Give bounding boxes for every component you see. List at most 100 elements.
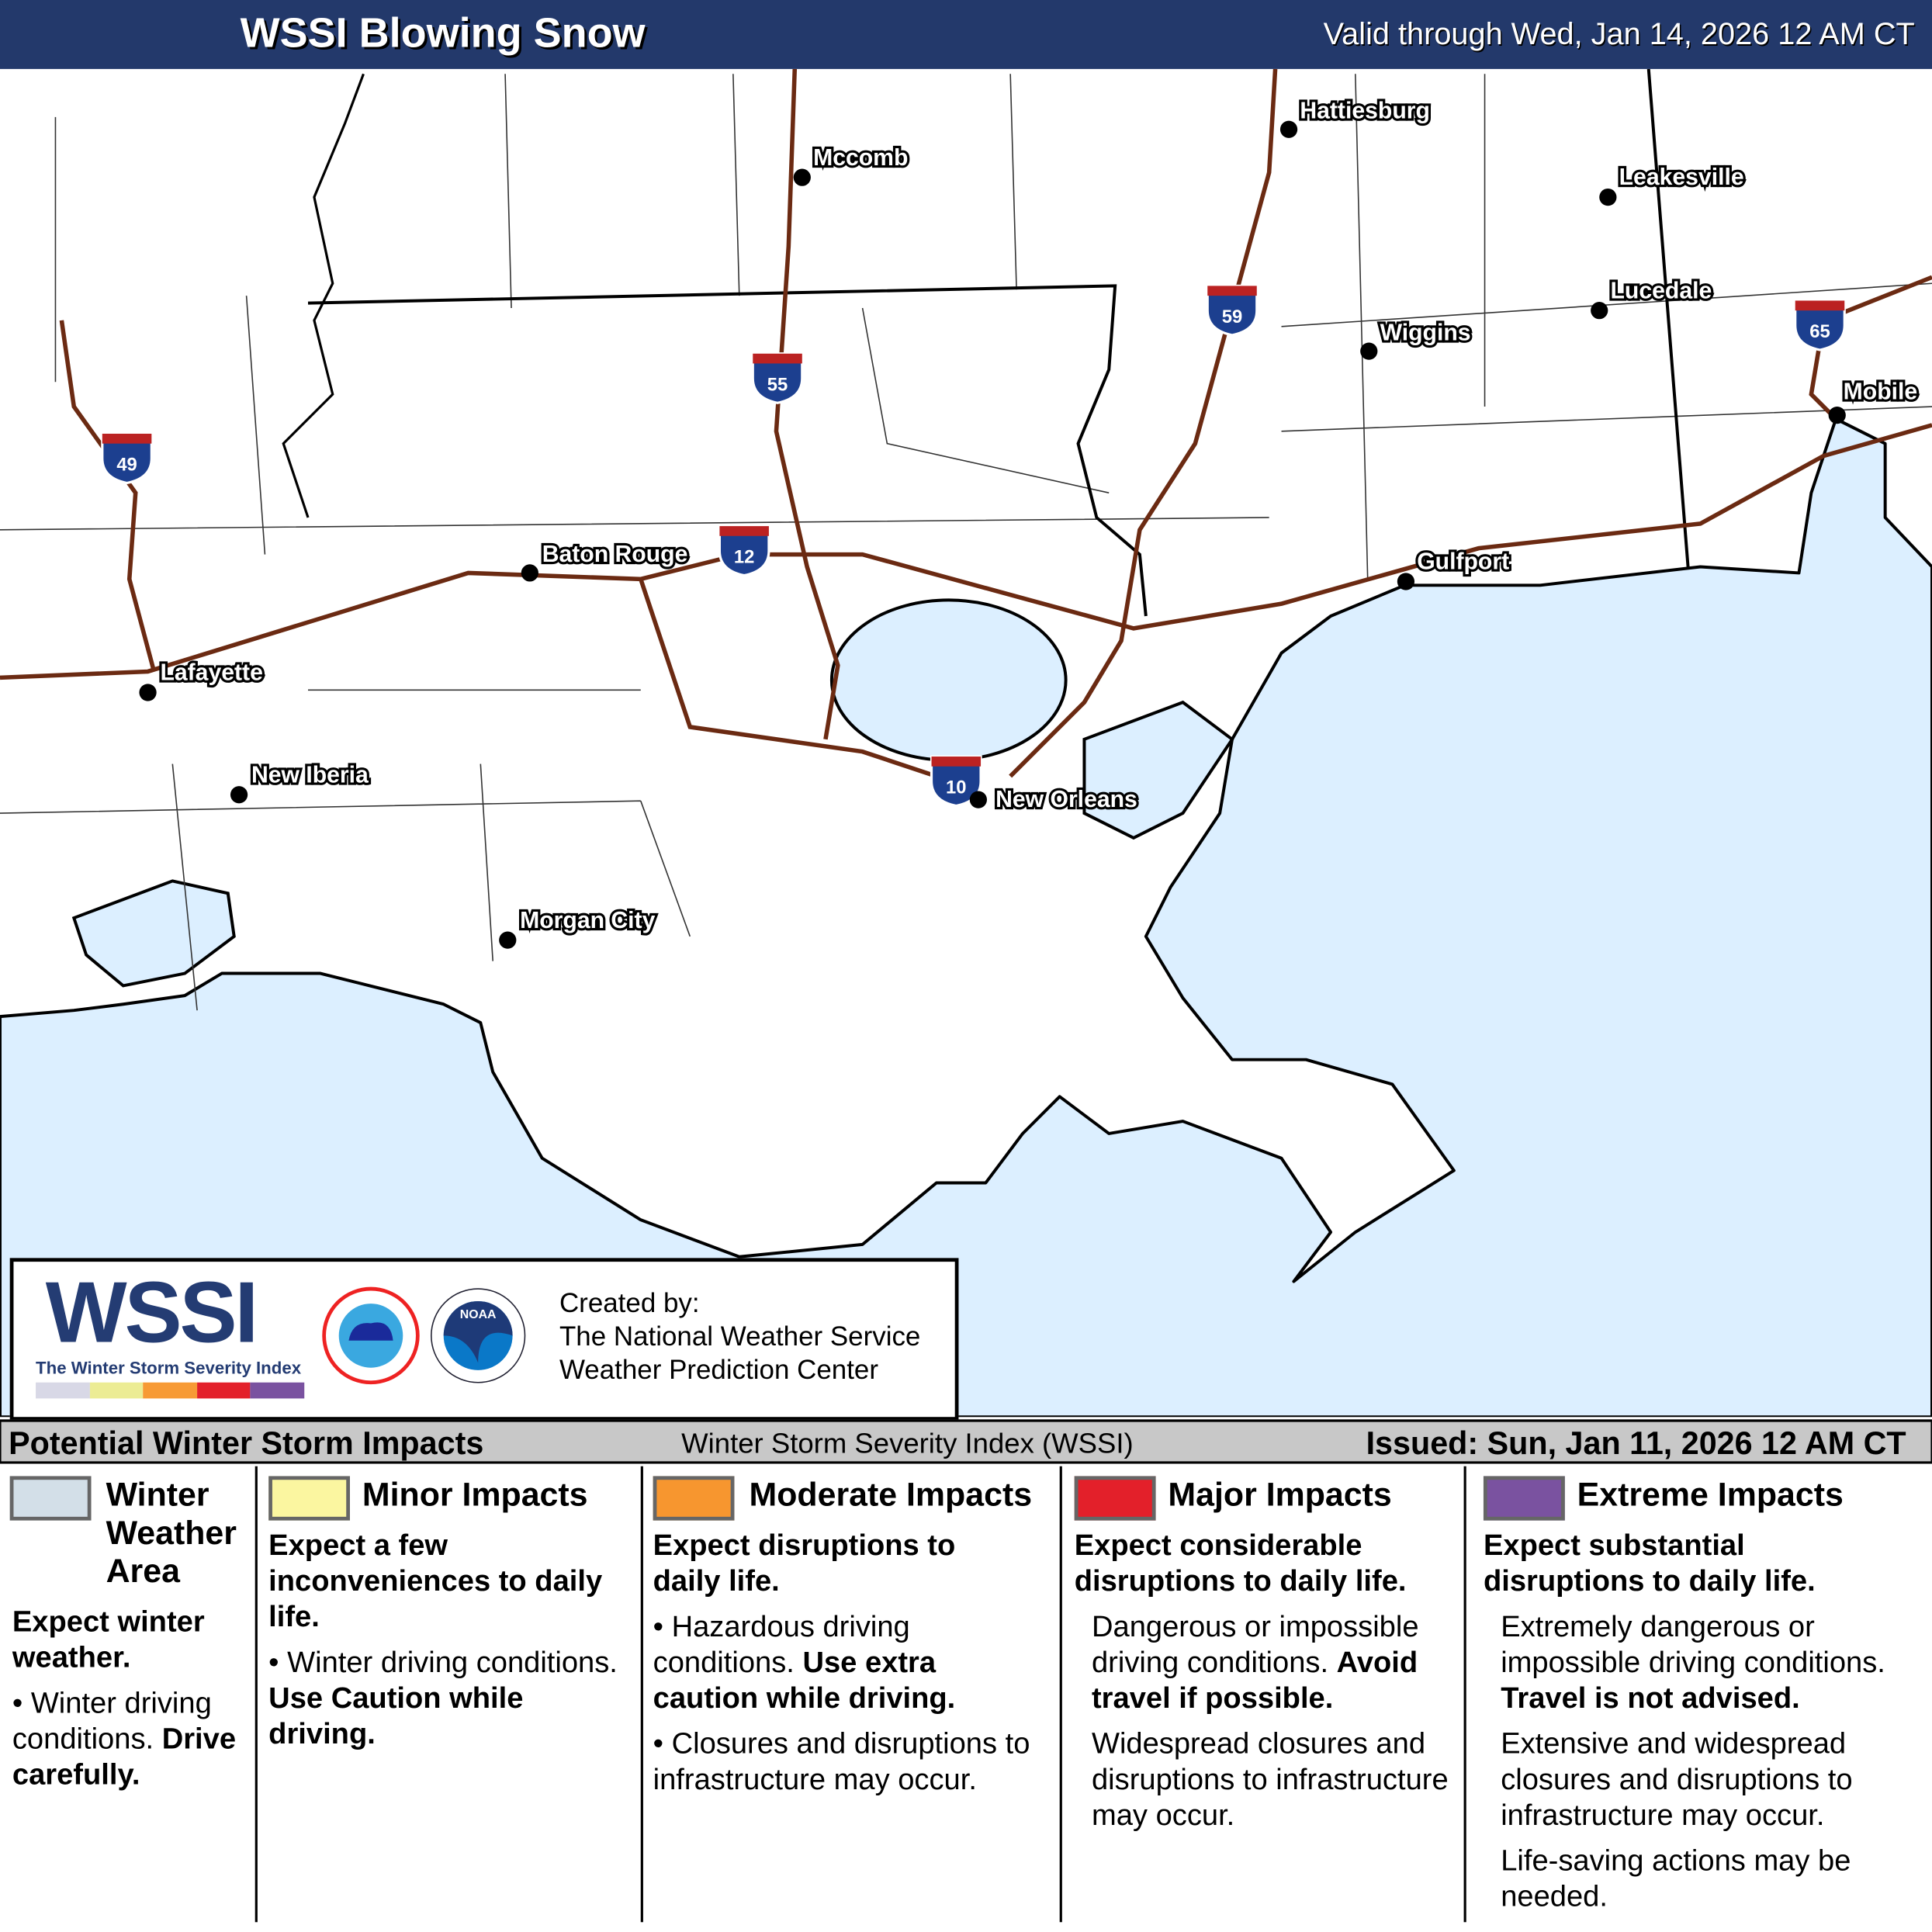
category-bullet: Extensive and widespread closures and di… — [1501, 1727, 1853, 1833]
gulf-water — [0, 417, 1932, 1418]
svg-text:Wiggins: Wiggins — [1380, 320, 1471, 345]
category-bullet: Widespread closures and disruptions to i… — [1091, 1727, 1449, 1833]
svg-text:New Orleans: New Orleans — [995, 787, 1137, 812]
interstate-59-shield: 59 — [1206, 284, 1259, 337]
interstate-49-shield: 49 — [101, 432, 153, 485]
legend-title: Potential Winter Storm Impacts — [9, 1424, 484, 1462]
category-summary: Expect disruptions to daily life. — [653, 1529, 956, 1598]
county-boundaries — [0, 74, 1932, 1011]
svg-text:Gulfport: Gulfport — [1417, 549, 1509, 575]
color-swatch — [653, 1476, 735, 1521]
city-leakesville: Leakesville — [1599, 162, 1747, 206]
interstate-label: 12 — [734, 547, 754, 568]
created-label: Created by: — [559, 1287, 700, 1319]
noaa-logo-icon: NOAA — [431, 1288, 526, 1383]
category-bullet: Closures and disruptions to infrastructu… — [653, 1727, 1030, 1797]
category-bullet: Winter driving conditions. — [12, 1686, 212, 1756]
category-name: Extreme Impacts — [1577, 1476, 1844, 1514]
svg-text:New Iberia: New Iberia — [251, 762, 369, 788]
legend-moderate-impacts: Moderate Impacts Expect disruptions to d… — [653, 1476, 1033, 1797]
category-summary: Expect considerable disruptions to daily… — [1074, 1529, 1407, 1598]
category-bullet: Dangerous or impossible driving conditio… — [1091, 1610, 1419, 1680]
created-by: Created by: The National Weather Service… — [559, 1286, 920, 1387]
created-org-2: Weather Prediction Center — [559, 1354, 879, 1385]
city-lafayette: Lafayette — [139, 657, 265, 701]
issued-time: Issued: Sun, Jan 11, 2026 12 AM CT — [1366, 1424, 1906, 1462]
city-new-iberia: New Iberia — [230, 760, 371, 804]
nws-logo-icon — [322, 1286, 420, 1385]
category-name: Winter Weather Area — [106, 1476, 237, 1590]
color-swatch — [1483, 1476, 1565, 1521]
category-bullet-bold: Use extra caution while driving. — [653, 1646, 956, 1716]
interstate-shields: 49 55 12 59 65 10 — [101, 284, 1846, 808]
divider — [1463, 1466, 1466, 1923]
svg-text:Mobile: Mobile — [1844, 379, 1918, 405]
category-bullet: Winter driving conditions. — [287, 1646, 618, 1680]
color-swatch — [9, 1476, 92, 1521]
city-gulfport: Gulfport — [1397, 546, 1511, 590]
interstate-label: 10 — [946, 777, 966, 798]
svg-text:Hattiesburg: Hattiesburg — [1300, 98, 1430, 123]
legend-winter-weather-area: Winter Weather Area Expect winter weathe… — [9, 1466, 254, 1925]
category-summary: Expect winter weather. — [12, 1605, 205, 1675]
interstate-12-shield: 12 — [718, 525, 770, 577]
city-mobile: Mobile — [1828, 376, 1920, 424]
state-border-ms-al — [1646, 68, 1690, 567]
category-bullet-bold: Travel is not advised. — [1501, 1681, 1800, 1716]
color-swatch — [1074, 1476, 1156, 1521]
city-hattiesburg: Hattiesburg — [1279, 95, 1432, 138]
lake-borgne — [1082, 700, 1234, 840]
interstate-label: 55 — [767, 374, 788, 395]
interstate-65-shield: 65 — [1794, 299, 1846, 351]
valid-time: Valid through Wed, Jan 14, 2026 12 AM CT — [1323, 17, 1915, 52]
category-bullet-bold: Drive carefully. — [12, 1723, 237, 1792]
map: 49 55 12 59 65 10 Hattiesburg Mccomb Lea… — [0, 68, 1932, 1418]
city-wiggins: Wiggins — [1360, 317, 1473, 360]
legend-subtitle: Winter Storm Severity Index (WSSI) — [681, 1426, 1134, 1459]
svg-text:Leakesville: Leakesville — [1619, 164, 1744, 190]
cities: Hattiesburg Mccomb Leakesville Lucedale … — [139, 95, 1920, 949]
legend-major-impacts: Major Impacts Expect considerable disrup… — [1072, 1466, 1462, 1925]
interstate-10-shield: 10 — [930, 755, 982, 808]
legend-extreme-impacts: Extreme Impacts Expect substantial disru… — [1479, 1466, 1930, 1925]
category-summary: Expect a few inconveniences to daily lif… — [268, 1529, 603, 1634]
divider — [254, 1466, 258, 1923]
interstate-label: 65 — [1809, 321, 1830, 342]
legend-minor-impacts: Minor Impacts Expect a few inconvenience… — [266, 1466, 639, 1925]
city-lucedale: Lucedale — [1591, 275, 1714, 320]
noaa-text: NOAA — [460, 1308, 497, 1321]
legend-header: Potential Winter Storm Impacts Winter St… — [0, 1419, 1932, 1464]
map-title: WSSI Blowing Snow — [240, 9, 646, 57]
color-swatch — [268, 1476, 350, 1521]
header: WSSI Blowing Snow Valid through Wed, Jan… — [0, 0, 1932, 69]
state-border-la-ms — [307, 284, 1148, 617]
svg-text:Baton Rouge: Baton Rouge — [542, 542, 688, 567]
agency-logos: NOAA — [322, 1286, 526, 1385]
credits-box: WSSI The Winter Storm Severity Index NOA… — [9, 1258, 959, 1421]
interstate-55-shield: 55 — [751, 352, 804, 404]
city-morgan-city: Morgan City — [499, 905, 658, 949]
divider — [640, 1466, 643, 1923]
interstate-label: 59 — [1222, 306, 1242, 327]
category-summary: Expect substantial disruptions to daily … — [1483, 1529, 1816, 1598]
svg-text:Mccomb: Mccomb — [813, 145, 908, 171]
svg-text:Lafayette: Lafayette — [160, 660, 262, 686]
category-bullet: Extremely dangerous or impossible drivin… — [1501, 1610, 1885, 1680]
wssi-logo-subtitle: The Winter Storm Severity Index — [36, 1357, 302, 1378]
category-bullet: Life-saving actions may be needed. — [1501, 1844, 1851, 1914]
created-org-1: The National Weather Service — [559, 1321, 921, 1352]
city-new-orleans: New Orleans — [969, 784, 1140, 815]
category-name: Major Impacts — [1168, 1476, 1392, 1514]
category-name: Moderate Impacts — [749, 1476, 1033, 1514]
interstate-roads — [0, 68, 1932, 791]
city-mccomb: Mccomb — [793, 143, 911, 186]
category-bullet-bold: Use Caution while driving. — [268, 1681, 524, 1751]
lake-pontchartrain — [829, 598, 1068, 762]
wssi-color-bar — [36, 1382, 305, 1399]
wssi-logo: WSSI — [45, 1264, 259, 1361]
city-baton-rouge: Baton Rouge — [521, 539, 691, 582]
vermilion-bay — [71, 879, 236, 988]
svg-text:Morgan City: Morgan City — [520, 908, 655, 933]
divider — [1059, 1466, 1062, 1923]
